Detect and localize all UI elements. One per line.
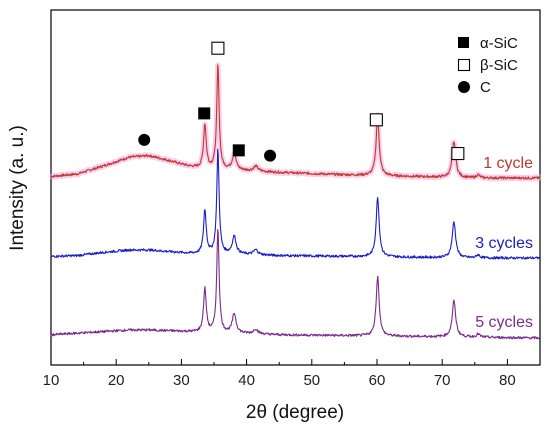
- x-tick-label-20: 20: [108, 372, 125, 389]
- marker-c-4: [264, 149, 277, 162]
- series-line-5-cycles: [50, 229, 540, 340]
- plot-frame: [50, 9, 541, 366]
- legend-label-alpha-sic: α-SiC: [480, 35, 518, 52]
- marker-sic-6: [451, 146, 465, 161]
- x-tick-label-60: 60: [369, 372, 386, 389]
- legend: α-SiC β-SiC C: [457, 35, 518, 96]
- x-tick-label-30: 30: [173, 372, 190, 389]
- series-label-5-cycles: 5 cycles: [475, 314, 533, 331]
- x-tick-label-80: 80: [499, 372, 516, 389]
- beta-sic-legend-marker: [457, 58, 471, 72]
- y-axis-title: Intensity (a. u.): [7, 125, 28, 251]
- x-tick-label-50: 50: [303, 372, 320, 389]
- marker-sic-1: [198, 107, 211, 120]
- series-line-1-cycle: [50, 64, 541, 180]
- x-tick-label-70: 70: [434, 372, 451, 389]
- marker-sic-3: [232, 144, 245, 157]
- alpha-sic-legend-marker: [458, 37, 469, 48]
- series-line-3-cycles: [50, 148, 540, 260]
- x-axis-title: 2θ (degree): [246, 402, 344, 423]
- x-tick-label-10: 10: [43, 372, 60, 389]
- x-tick-label-40: 40: [238, 372, 255, 389]
- annotation-layer: [138, 41, 465, 162]
- series-label-3-cycles: 3 cycles: [475, 235, 533, 252]
- carbon-legend-marker: [458, 81, 470, 93]
- marker-sic-5: [369, 113, 383, 127]
- marker-c-0: [138, 133, 151, 146]
- marker-sic-2: [211, 41, 225, 55]
- legend-label-c: C: [480, 79, 491, 96]
- legend-label-beta-sic: β-SiC: [480, 57, 518, 74]
- series-label-1-cycle: 1 cycle: [483, 155, 533, 172]
- x-axis: 10 20 30 40 50 60 70 80: [43, 359, 516, 389]
- series-layer: 1 cycle 3 cycles 5 cycles: [49, 62, 542, 340]
